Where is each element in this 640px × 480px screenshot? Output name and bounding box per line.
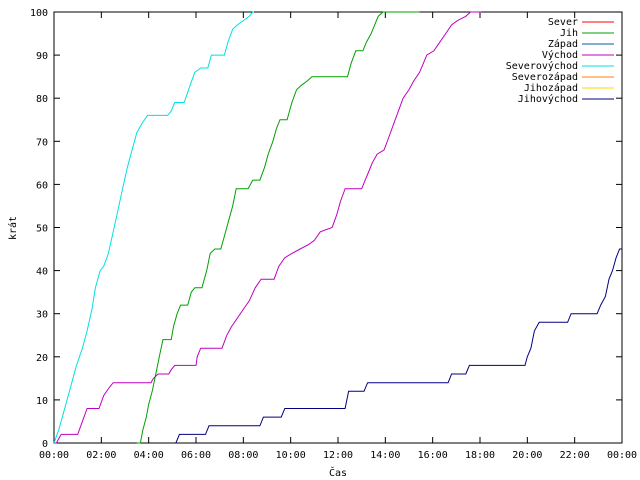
x-tick-label: 00:00: [607, 450, 637, 461]
x-axis-label: Čas: [329, 466, 347, 479]
y-tick-label: 10: [36, 396, 48, 407]
x-tick-label: 04:00: [134, 450, 164, 461]
y-tick-label: 0: [42, 439, 48, 450]
legend-label: Severovýchod: [506, 60, 578, 72]
y-tick-label: 40: [36, 267, 48, 278]
x-tick-label: 12:00: [323, 450, 353, 461]
y-tick-label: 60: [36, 180, 48, 191]
x-tick-label: 08:00: [228, 450, 258, 461]
series-line-Severovýchod: [53, 11, 254, 444]
series-line-Východ: [54, 11, 482, 444]
x-tick-label: 22:00: [560, 450, 590, 461]
x-tick-label: 00:00: [39, 450, 69, 461]
legend-label: Západ: [548, 38, 578, 50]
legend-label: Sever: [548, 17, 578, 28]
y-tick-label: 80: [36, 94, 48, 105]
x-tick-label: 14:00: [370, 450, 400, 461]
y-tick-label: 100: [30, 8, 48, 19]
legend-label: Východ: [542, 49, 578, 61]
x-tick-label: 18:00: [465, 450, 495, 461]
y-tick-label: 90: [36, 51, 48, 62]
series-line-Jihovýchod: [175, 248, 622, 444]
x-tick-label: 06:00: [181, 450, 211, 461]
x-tick-label: 02:00: [86, 450, 116, 461]
x-tick-label: 20:00: [512, 450, 542, 461]
legend-label: Jihovýchod: [518, 93, 578, 105]
legend-label: Severozápad: [512, 71, 578, 83]
y-tick-label: 30: [36, 310, 48, 321]
legend-label: Jih: [560, 28, 578, 39]
x-tick-label: 16:00: [418, 450, 448, 461]
y-tick-label: 70: [36, 137, 48, 148]
legend-label: Jihozápad: [524, 82, 578, 94]
y-axis-label: krát: [7, 216, 19, 240]
x-tick-label: 10:00: [276, 450, 306, 461]
series-line-Jih: [136, 11, 420, 444]
y-tick-label: 20: [36, 353, 48, 364]
y-tick-label: 50: [36, 224, 48, 235]
